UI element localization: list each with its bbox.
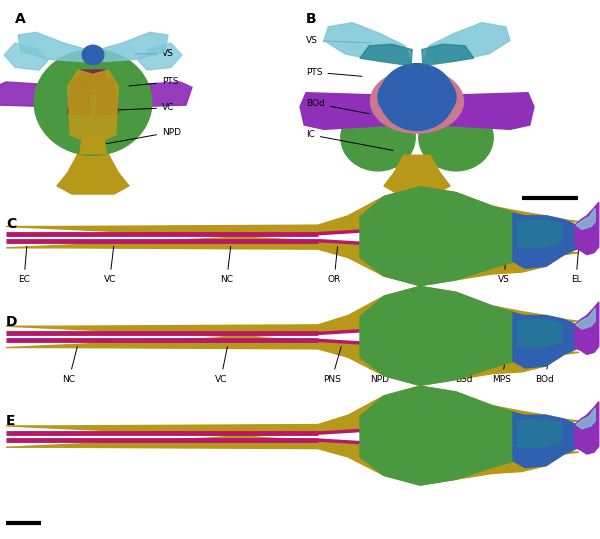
Text: A: A (15, 12, 26, 26)
Text: VC: VC (104, 246, 116, 284)
Polygon shape (513, 412, 577, 468)
Polygon shape (360, 44, 412, 66)
Text: C: C (6, 217, 16, 231)
Polygon shape (360, 186, 515, 286)
Text: PNS: PNS (323, 347, 341, 384)
Polygon shape (6, 386, 579, 485)
Text: PTS: PTS (306, 68, 362, 77)
Text: VC: VC (108, 103, 175, 112)
Text: VS: VS (135, 50, 174, 58)
Polygon shape (68, 154, 118, 172)
Text: BOd: BOd (306, 99, 369, 114)
Circle shape (82, 45, 104, 65)
Circle shape (34, 50, 152, 155)
Polygon shape (68, 70, 118, 140)
Polygon shape (0, 82, 87, 108)
Text: NPD: NPD (370, 347, 389, 384)
Text: BSd: BSd (455, 347, 473, 384)
Polygon shape (576, 308, 595, 329)
Polygon shape (575, 402, 599, 454)
Polygon shape (576, 209, 595, 230)
Text: NC: NC (62, 347, 77, 384)
Polygon shape (300, 93, 411, 129)
Circle shape (380, 64, 454, 130)
Polygon shape (384, 186, 450, 194)
Text: END: END (422, 246, 442, 284)
Polygon shape (517, 419, 561, 447)
Ellipse shape (378, 70, 456, 124)
Ellipse shape (370, 70, 464, 133)
Text: MPS: MPS (492, 347, 511, 384)
Polygon shape (360, 386, 515, 485)
Text: EC: EC (18, 246, 30, 284)
Polygon shape (4, 43, 48, 70)
Polygon shape (96, 73, 118, 116)
Polygon shape (575, 302, 599, 354)
Polygon shape (384, 172, 450, 186)
Polygon shape (517, 320, 561, 348)
Polygon shape (57, 172, 129, 186)
Circle shape (341, 104, 415, 171)
Polygon shape (99, 82, 192, 108)
Text: D: D (6, 315, 17, 329)
Polygon shape (6, 286, 579, 385)
Polygon shape (6, 186, 579, 286)
Polygon shape (423, 93, 534, 129)
Polygon shape (394, 155, 440, 172)
Text: IC: IC (306, 130, 393, 150)
Text: BOd: BOd (535, 347, 554, 384)
Circle shape (419, 104, 493, 171)
Polygon shape (360, 286, 515, 385)
Text: EL: EL (571, 246, 581, 284)
Polygon shape (513, 213, 577, 268)
Text: VS: VS (498, 246, 510, 284)
Polygon shape (513, 313, 577, 368)
Text: B: B (306, 12, 317, 26)
Polygon shape (576, 408, 595, 429)
Text: VC: VC (215, 347, 227, 384)
Polygon shape (517, 220, 561, 248)
Polygon shape (80, 137, 106, 154)
Polygon shape (76, 70, 110, 94)
Text: IC: IC (420, 347, 428, 384)
Text: NC: NC (220, 246, 233, 284)
Text: VS: VS (306, 36, 372, 45)
Polygon shape (68, 73, 90, 116)
Polygon shape (138, 43, 182, 70)
Polygon shape (324, 23, 411, 64)
Polygon shape (422, 44, 474, 66)
Text: E: E (6, 414, 16, 428)
Polygon shape (96, 32, 168, 62)
Polygon shape (57, 186, 129, 194)
Text: OR: OR (328, 246, 341, 284)
Text: NPD: NPD (99, 128, 181, 145)
Polygon shape (18, 32, 90, 62)
Text: PTS: PTS (129, 78, 179, 86)
Polygon shape (423, 23, 510, 64)
Polygon shape (575, 202, 599, 254)
